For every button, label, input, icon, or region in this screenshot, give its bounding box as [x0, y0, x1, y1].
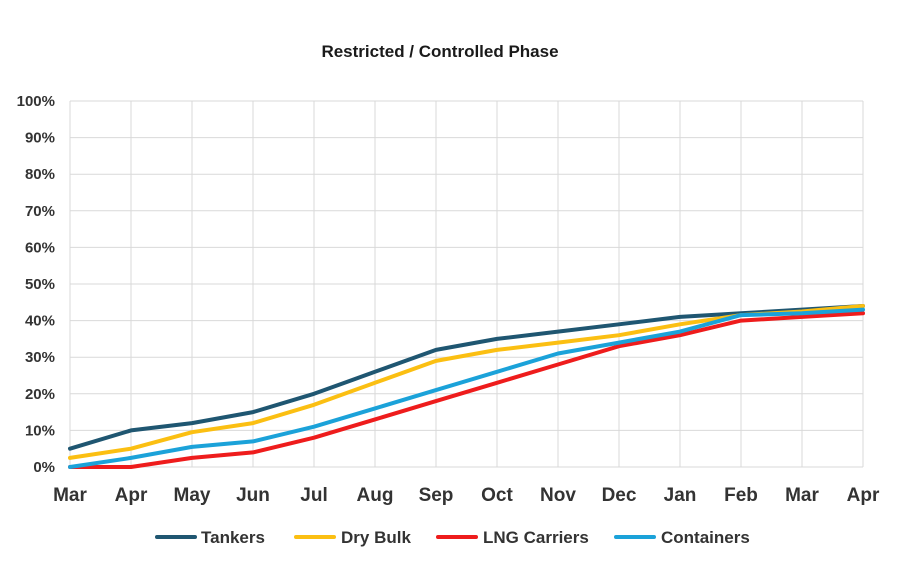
x-tick-label: Oct	[481, 485, 513, 506]
y-tick-label: 20%	[25, 386, 55, 403]
y-tick-label: 90%	[25, 130, 55, 147]
series-line-tankers	[68, 304, 865, 451]
x-axis-tick-labels: Mar Apr May Jun Jul Aug Sep Oct Nov Dec Jan Feb Mar A…	[53, 485, 880, 506]
legend: Tankers Dry Bulk LNG Carriers Containers	[155, 528, 750, 547]
y-tick-label: 70%	[25, 203, 55, 220]
x-tick-label: May	[174, 485, 211, 506]
chart-title: Restricted / Controlled Phase	[321, 42, 558, 61]
series-line-lng-carriers	[68, 311, 865, 469]
y-tick-label: 100%	[17, 93, 55, 110]
legend-label: Dry Bulk	[341, 528, 411, 547]
x-tick-label: Mar	[53, 485, 87, 506]
x-tick-label: Sep	[419, 485, 454, 506]
legend-item-dry-bulk: Dry Bulk	[294, 528, 411, 547]
x-tick-label: Jun	[236, 485, 270, 506]
y-tick-label: 50%	[25, 276, 55, 293]
x-tick-label: Aug	[357, 485, 394, 506]
y-axis-tick-labels: 0% 10% 20% 30% 40% 50% 60% 70% 80% 90% 100%	[17, 93, 55, 476]
x-tick-label: Nov	[540, 485, 576, 506]
y-tick-label: 30%	[25, 349, 55, 366]
y-tick-label: 80%	[25, 166, 55, 183]
x-tick-label: Mar	[785, 485, 819, 506]
y-tick-label: 40%	[25, 313, 55, 330]
legend-label: LNG Carriers	[483, 528, 589, 547]
x-tick-label: Dec	[602, 485, 637, 506]
x-tick-label: Apr	[115, 485, 148, 506]
legend-item-tankers: Tankers	[155, 528, 265, 547]
legend-label: Containers	[661, 528, 750, 547]
series-line-containers	[68, 307, 865, 469]
legend-label: Tankers	[201, 528, 265, 547]
legend-item-containers: Containers	[614, 528, 750, 547]
x-tick-label: Apr	[847, 485, 880, 506]
legend-item-lng-carriers: LNG Carriers	[436, 528, 589, 547]
x-tick-label: Jan	[664, 485, 697, 506]
y-tick-label: 10%	[25, 422, 55, 439]
series-lines	[68, 304, 865, 469]
gridlines	[69, 100, 864, 468]
y-tick-label: 60%	[25, 239, 55, 256]
x-tick-label: Feb	[724, 485, 758, 506]
y-tick-label: 0%	[33, 459, 55, 476]
x-tick-label: Jul	[300, 485, 327, 506]
